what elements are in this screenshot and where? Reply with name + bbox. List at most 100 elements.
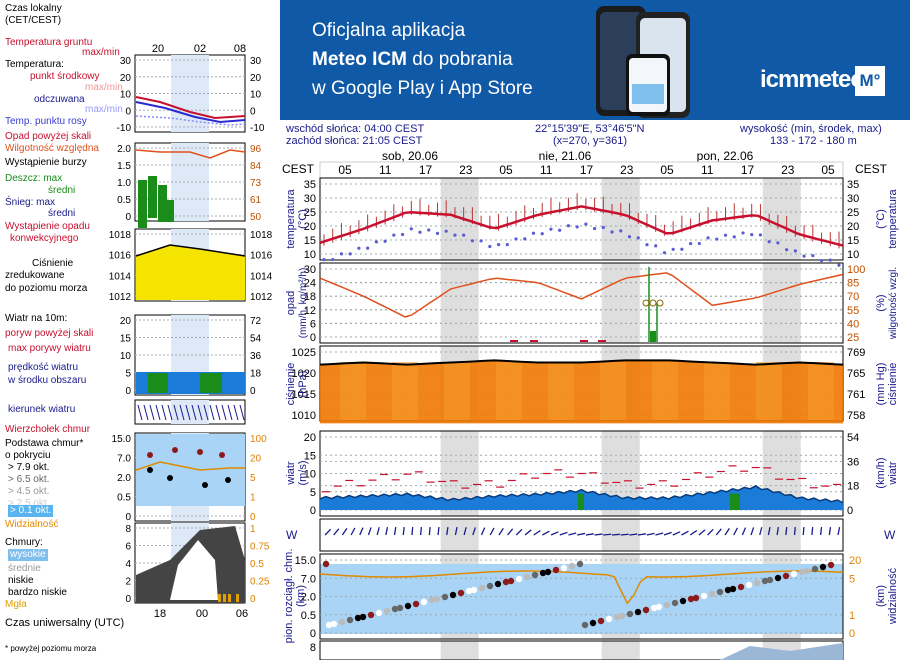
app-banner[interactable]: Oficjalna aplikacja Meteo ICM do pobrani… (280, 0, 910, 120)
wind-direction-arrow (524, 529, 532, 536)
cloud-base-dot (576, 560, 584, 568)
phones-illustration (596, 6, 690, 118)
dewpoint-dot (671, 247, 675, 251)
wind-direction-arrow (776, 526, 779, 536)
local-time-zone: (CET/CEST) (5, 15, 62, 26)
cloud-axis-label: pion. rozciągł. chm. (283, 549, 295, 644)
dewpoint-dot (715, 237, 719, 241)
fog-label: Mgła (5, 599, 27, 610)
cloud-base-dot (655, 603, 663, 611)
clouds-bottom-tick: 8 (310, 642, 316, 654)
humidity-axis-label: wilgotność wzgl. (888, 267, 899, 340)
legend-left-tick: 2.0 (117, 144, 131, 155)
legend-cloud-dot (202, 482, 208, 488)
legend-wind-arrow (239, 404, 245, 421)
dew-point-label: Temp. punktu rosy (5, 116, 87, 127)
temp-axis-tick: 15 (304, 235, 316, 247)
pressure-mm-tick: 769 (847, 347, 865, 359)
cloud-base-dot (708, 590, 716, 598)
dewpoint-dot (819, 259, 824, 263)
legend-fog-mark (228, 594, 231, 602)
legend-wind-arrow (149, 404, 155, 421)
cloud-base-dot (322, 560, 330, 568)
wind-direction-arrow (480, 527, 486, 536)
day-label: sob, 20.06 (382, 149, 438, 163)
wind-direction-arrow (594, 533, 603, 536)
dewpoint-dot (802, 254, 806, 258)
humidity-axis-tick: 25 (847, 332, 859, 344)
legend-right-tick: 36 (250, 351, 262, 362)
direction-panel (319, 518, 844, 552)
hour-label: 05 (499, 163, 513, 177)
wind-direction-arrow (646, 532, 655, 536)
clouds-high-label: wysokie (8, 549, 48, 561)
dewpoint-dot (409, 227, 413, 231)
cloud-base-dot (449, 591, 457, 599)
wind-direction-arrow (793, 526, 796, 536)
dewpoint-dot (366, 246, 370, 250)
panel-frame (319, 518, 844, 552)
wind-direction-arrow (681, 530, 689, 536)
legend-right-tick: 54 (250, 334, 262, 345)
hour-label: 23 (459, 163, 473, 177)
wind-green-band (578, 493, 584, 510)
temp-feel-sub: max/min (85, 104, 123, 115)
cloud-base-dot (798, 568, 806, 576)
legend-left-tick: 2.0 (117, 473, 131, 484)
vis-axis-tick: 1 (849, 610, 855, 622)
hour-label: 17 (419, 163, 433, 177)
cloud-base-dot (544, 568, 552, 576)
cloud-base-dot (494, 580, 502, 588)
vis-axis-tick: 5 (849, 573, 855, 585)
dewpoint-dot (496, 243, 501, 247)
hour-label: 05 (821, 163, 835, 177)
wind-direction-arrow (341, 527, 348, 536)
cloud-axis-tick: 15.0 (295, 555, 316, 567)
legend-left-tick: 20 (120, 316, 132, 327)
cloud-base-dot (724, 586, 732, 594)
pressure-mm-unit: (mm Hg) (875, 363, 887, 406)
cloud-base-dot (568, 562, 576, 570)
cloud-base-dot (433, 595, 441, 603)
pressure-mm-label: ciśnienie (887, 363, 899, 406)
legend-left-tick: 1012 (109, 292, 132, 303)
legend-wind-arrow (137, 404, 143, 421)
legend-right-tick: 0 (250, 386, 256, 397)
legend-rain-bar (138, 180, 147, 228)
legend-left-tick: 2 (125, 577, 131, 588)
legend-wind-arrow (203, 404, 209, 421)
dewpoint-dot (505, 243, 509, 247)
wind-direction-arrow (672, 531, 681, 536)
dewpoint-dot (767, 240, 771, 244)
wind-kmh-label: wiatr (887, 461, 899, 486)
legend-temp-line (135, 96, 246, 120)
wind-direction-arrow (359, 527, 364, 536)
cloud-base-dot (346, 616, 354, 624)
temperature-label: Temperatura: (5, 59, 64, 70)
legend-right-tick: 100 (250, 434, 267, 445)
wind-direction-arrow (437, 526, 440, 536)
pressure-band (548, 362, 574, 420)
wind-direction-arrow (533, 530, 541, 536)
humidity-axis-tick: 100 (847, 264, 865, 276)
legend-right-tick: 96 (250, 144, 262, 155)
dewpoint-dot (785, 248, 789, 252)
legend-left-tick: 6 (125, 542, 131, 553)
wind-direction-arrow (629, 533, 638, 536)
night-band (440, 263, 479, 343)
cloud-base-dot (663, 601, 671, 609)
legend-feel-line (135, 101, 246, 124)
hour-label: 05 (338, 163, 352, 177)
dewpoint-dot (357, 246, 361, 250)
dewpoint-dot (741, 231, 745, 235)
dewpoint-dot (331, 257, 335, 262)
cloud-base-dot (507, 577, 515, 585)
temp-axis-tick: 35 (304, 179, 316, 191)
wind-axis-tick: 15 (304, 450, 316, 462)
pressure-axis-tick: 1015 (292, 389, 316, 401)
direction-axis-label: W (286, 528, 298, 542)
pressure-label-2: zredukowane (5, 270, 65, 281)
dewpoint-dot (479, 239, 483, 243)
legend-right-tick: 0.25 (250, 577, 270, 588)
clouds-label: Chmury: (5, 537, 43, 548)
